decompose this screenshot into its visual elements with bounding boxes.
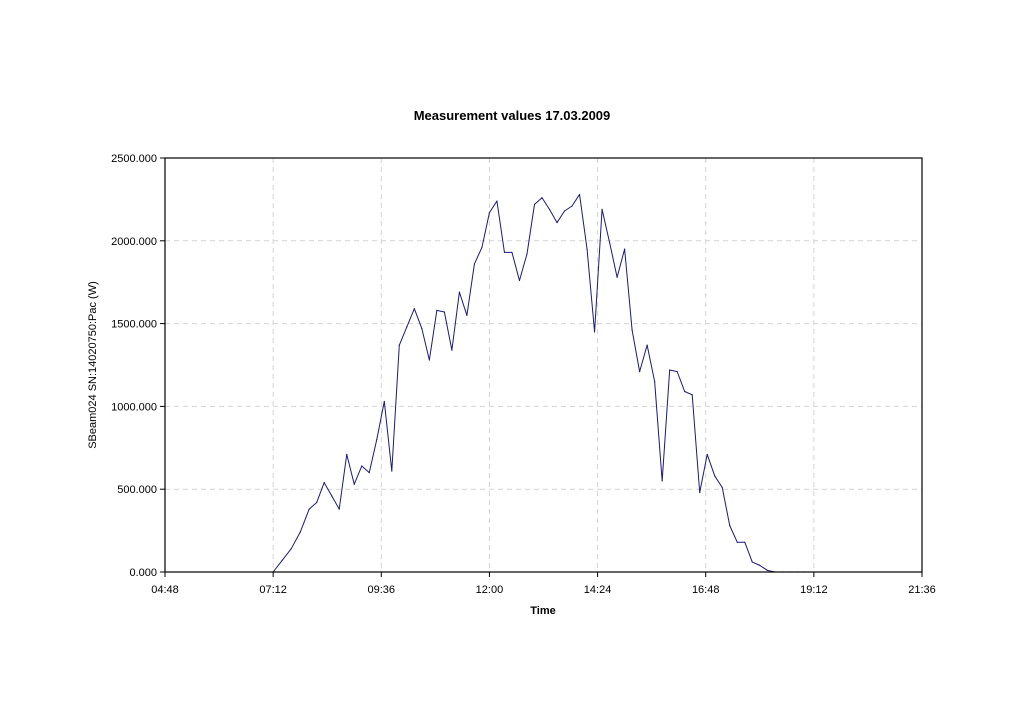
y-axis-ticks: 0.000 500.000 1000.000 1500.000 2000.000 2500… <box>111 153 165 579</box>
data-point <box>518 279 521 282</box>
data-point <box>639 371 641 373</box>
grid <box>165 158 922 572</box>
series-layer <box>272 193 806 573</box>
data-point <box>766 569 768 571</box>
data-point <box>488 212 491 214</box>
data-point <box>533 203 536 205</box>
y-tick-label: 1000.000 <box>111 401 157 413</box>
x-axis-ticks: 04:48 07:12 09:36 12:00 14:24 16:48 19:12 21:36 <box>151 572 936 596</box>
x-axis-title: Time <box>530 605 555 617</box>
x-tick-label: 09:36 <box>368 584 396 596</box>
data-point <box>729 525 731 527</box>
data-point <box>556 221 558 224</box>
data-point <box>706 453 708 456</box>
data-point <box>676 371 678 373</box>
data-point <box>751 561 753 563</box>
data-point <box>391 470 393 472</box>
x-tick-label: 12:00 <box>476 584 504 596</box>
data-point <box>421 327 423 330</box>
data-point <box>624 248 626 250</box>
data-point <box>503 251 506 253</box>
data-point <box>323 481 325 484</box>
data-point <box>571 205 573 207</box>
data-point <box>383 400 385 403</box>
data-point <box>299 531 301 533</box>
data-point <box>586 248 588 250</box>
data-point <box>654 380 656 383</box>
data-point <box>714 475 716 477</box>
data-point <box>436 309 438 311</box>
y-tick-label: 0.000 <box>129 567 157 579</box>
data-point <box>413 308 415 310</box>
data-point <box>458 291 460 293</box>
y-tick-label: 500.000 <box>117 484 157 496</box>
data-point <box>721 486 723 489</box>
data-point <box>353 483 355 485</box>
data-point <box>631 329 633 331</box>
x-tick-label: 04:48 <box>151 584 179 596</box>
data-point <box>736 541 738 543</box>
data-point <box>443 311 445 313</box>
data-point <box>406 326 408 328</box>
data-point <box>361 465 363 467</box>
data-point <box>608 241 611 244</box>
data-point <box>511 251 513 253</box>
data-point <box>398 344 400 346</box>
x-tick-label: 07:12 <box>259 584 287 596</box>
data-point <box>316 501 318 504</box>
x-tick-label: 14:24 <box>584 584 612 596</box>
y-tick-label: 1500.000 <box>111 319 157 331</box>
data-point <box>548 208 551 210</box>
data-point <box>526 253 528 255</box>
x-tick-label: 19:12 <box>800 584 828 596</box>
data-point <box>428 359 430 361</box>
data-point <box>616 276 618 278</box>
data-point <box>466 314 468 316</box>
y-axis-title: SBeam024 SN:14020750:Pac (W) <box>87 281 99 449</box>
data-point <box>759 564 761 566</box>
x-tick-label: 16:48 <box>692 584 720 596</box>
data-point <box>691 394 693 396</box>
data-point <box>699 491 701 494</box>
data-point <box>481 246 483 249</box>
data-point <box>669 369 671 371</box>
data-point <box>331 495 333 497</box>
data-point <box>601 208 603 210</box>
series-line <box>272 193 805 573</box>
data-point <box>451 349 453 351</box>
data-point <box>563 210 566 212</box>
data-point <box>376 438 378 441</box>
data-point <box>290 548 292 550</box>
data-point <box>684 390 686 393</box>
x-tick-label: 21:36 <box>908 584 936 596</box>
data-point <box>578 193 581 196</box>
y-tick-label: 2000.000 <box>111 236 157 248</box>
data-point <box>338 508 340 510</box>
chart-title: Measurement values 17.03.2009 <box>414 108 611 123</box>
y-tick-label: 2500.000 <box>111 153 157 165</box>
data-point <box>368 472 370 474</box>
plot-area-frame <box>164 157 923 573</box>
data-point <box>346 453 348 456</box>
data-point <box>281 559 283 562</box>
data-point <box>593 331 596 333</box>
data-point <box>646 344 648 346</box>
data-point <box>473 263 476 265</box>
data-point <box>496 200 498 202</box>
data-point <box>541 197 543 199</box>
data-point <box>308 508 310 510</box>
data-point <box>661 480 663 482</box>
data-point <box>744 541 746 543</box>
